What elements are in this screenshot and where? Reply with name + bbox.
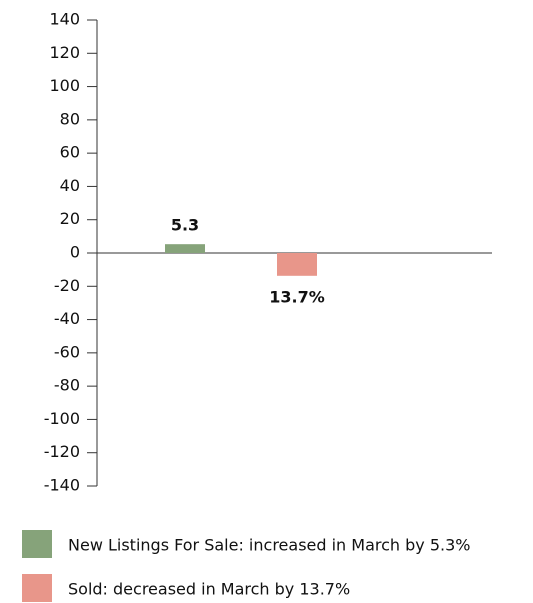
y-tick-label: -120 [44, 442, 80, 461]
value-label: 5.3 [171, 216, 199, 235]
y-tick-label: -100 [44, 409, 80, 428]
legend-label: Sold: decreased in March by 13.7% [68, 580, 350, 599]
legend-swatch [22, 530, 52, 558]
y-tick-label: 20 [60, 209, 80, 228]
y-tick-label: -80 [54, 376, 80, 395]
legend-label: New Listings For Sale: increased in Marc… [68, 536, 471, 555]
y-tick-label: 140 [49, 10, 80, 29]
bar [277, 253, 317, 276]
value-label: 13.7% [269, 287, 325, 306]
y-tick-label: -60 [54, 342, 80, 361]
y-tick-label: -140 [44, 476, 80, 495]
y-tick-label: 0 [70, 243, 80, 262]
y-tick-label: 100 [49, 76, 80, 95]
y-tick-label: -40 [54, 309, 80, 328]
legend-swatch [22, 574, 52, 602]
y-tick-label: -20 [54, 276, 80, 295]
y-tick-label: 80 [60, 109, 80, 128]
y-tick-label: 120 [49, 43, 80, 62]
y-tick-label: 60 [60, 143, 80, 162]
y-tick-label: 40 [60, 176, 80, 195]
bar [165, 244, 205, 253]
